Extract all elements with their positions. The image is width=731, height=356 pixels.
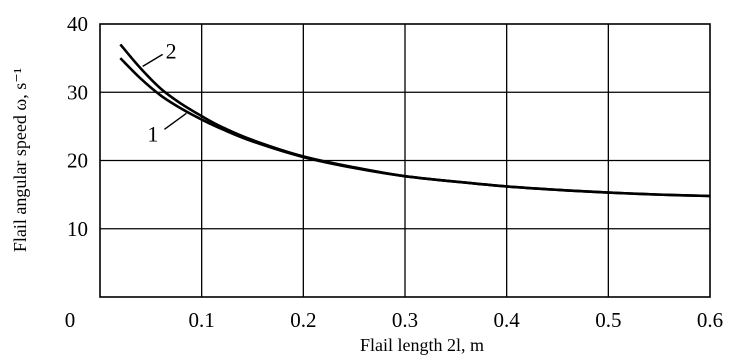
series-2-label: 2: [166, 38, 177, 63]
series-1-line: [119, 57, 711, 198]
y-tick-label: 10: [67, 217, 88, 241]
x-tick-label: 0.5: [595, 308, 621, 332]
x-tick-label: 0: [65, 308, 76, 332]
y-tick-label: 30: [67, 80, 88, 104]
x-tick-label: 0.4: [494, 308, 521, 332]
y-tick-label: 20: [67, 149, 88, 173]
y-axis-label: Flail angular speed ω, s⁻¹: [10, 68, 30, 252]
x-axis-label: Flail length 2l, m: [360, 335, 484, 355]
y-tick-label: 40: [67, 12, 88, 36]
series-1-label: 1: [147, 121, 158, 146]
x-tick-label: 0.1: [189, 308, 215, 332]
grid: [99, 23, 711, 298]
x-tick-label: 0.2: [290, 308, 316, 332]
series-2-leader: [142, 53, 164, 67]
x-tick-label: 0.6: [697, 308, 723, 332]
tick-labels: 0 0.1 0.2 0.3 0.4 0.5 0.6 10 20 30 40: [65, 12, 723, 332]
series-1-leader: [164, 112, 187, 130]
series-2-line: [119, 43, 711, 198]
x-tick-label: 0.3: [392, 308, 418, 332]
series-group: 21: [119, 38, 711, 198]
